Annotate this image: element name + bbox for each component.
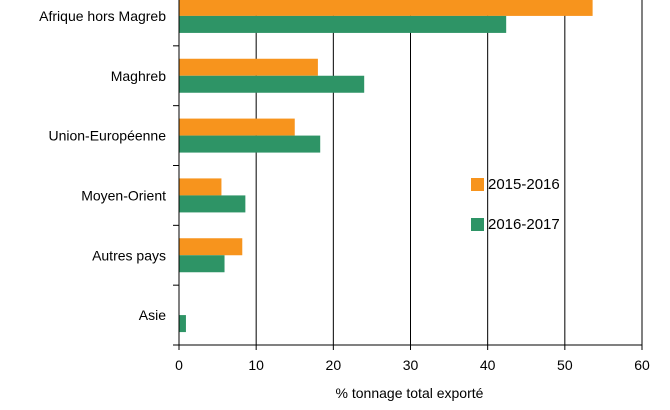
category-label: Autres pays [92,247,166,263]
x-tick-label: 40 [480,357,496,373]
x-tick-labels: 0 10 20 30 40 50 60 [175,357,650,373]
x-tick-label: 20 [326,357,342,373]
legend-label: 2016-2017 [488,216,560,233]
bar-2015-2016-Maghreb [179,58,318,76]
legend-swatch-2016-2017 [471,218,484,231]
bar-2015-2016-Moyen-Orient [179,178,222,196]
category-label: Asie [139,307,166,323]
bar-2015-2016-Afrique hors Magreb [179,0,593,16]
category-label: Maghreb [111,68,166,84]
category-label: Moyen-Orient [81,187,166,203]
bar-2016-2017-Afrique hors Magreb [179,15,507,33]
bars [179,0,593,333]
bar-2015-2016-Autres pays [179,238,243,256]
category-label: Afrique hors Magreb [39,8,166,24]
x-axis-title: % tonnage total exporté [336,385,484,401]
axes [173,0,643,350]
legend-label: 2015-2016 [488,176,560,193]
bar-2016-2017-Asie [179,315,186,333]
bar-2016-2017-Union-Européenne [179,135,321,153]
legend-swatch-2015-2016 [471,178,484,191]
category-label: Union-Européenne [48,128,166,144]
gridlines [255,0,643,345]
category-labels: Afrique hors Magreb Maghreb Union-Européen… [39,8,166,323]
bar-2016-2017-Moyen-Orient [179,195,246,213]
bar-2016-2017-Maghreb [179,75,365,93]
x-tick-label: 30 [403,357,419,373]
x-tick-label: 10 [248,357,264,373]
x-tick-label: 0 [175,357,183,373]
x-tick-label: 60 [634,357,650,373]
bar-2016-2017-Autres pays [179,255,225,273]
x-tick-label: 50 [557,357,573,373]
bar-2015-2016-Union-Européenne [179,118,295,136]
legend: 2015-2016 2016-2017 [471,176,560,233]
